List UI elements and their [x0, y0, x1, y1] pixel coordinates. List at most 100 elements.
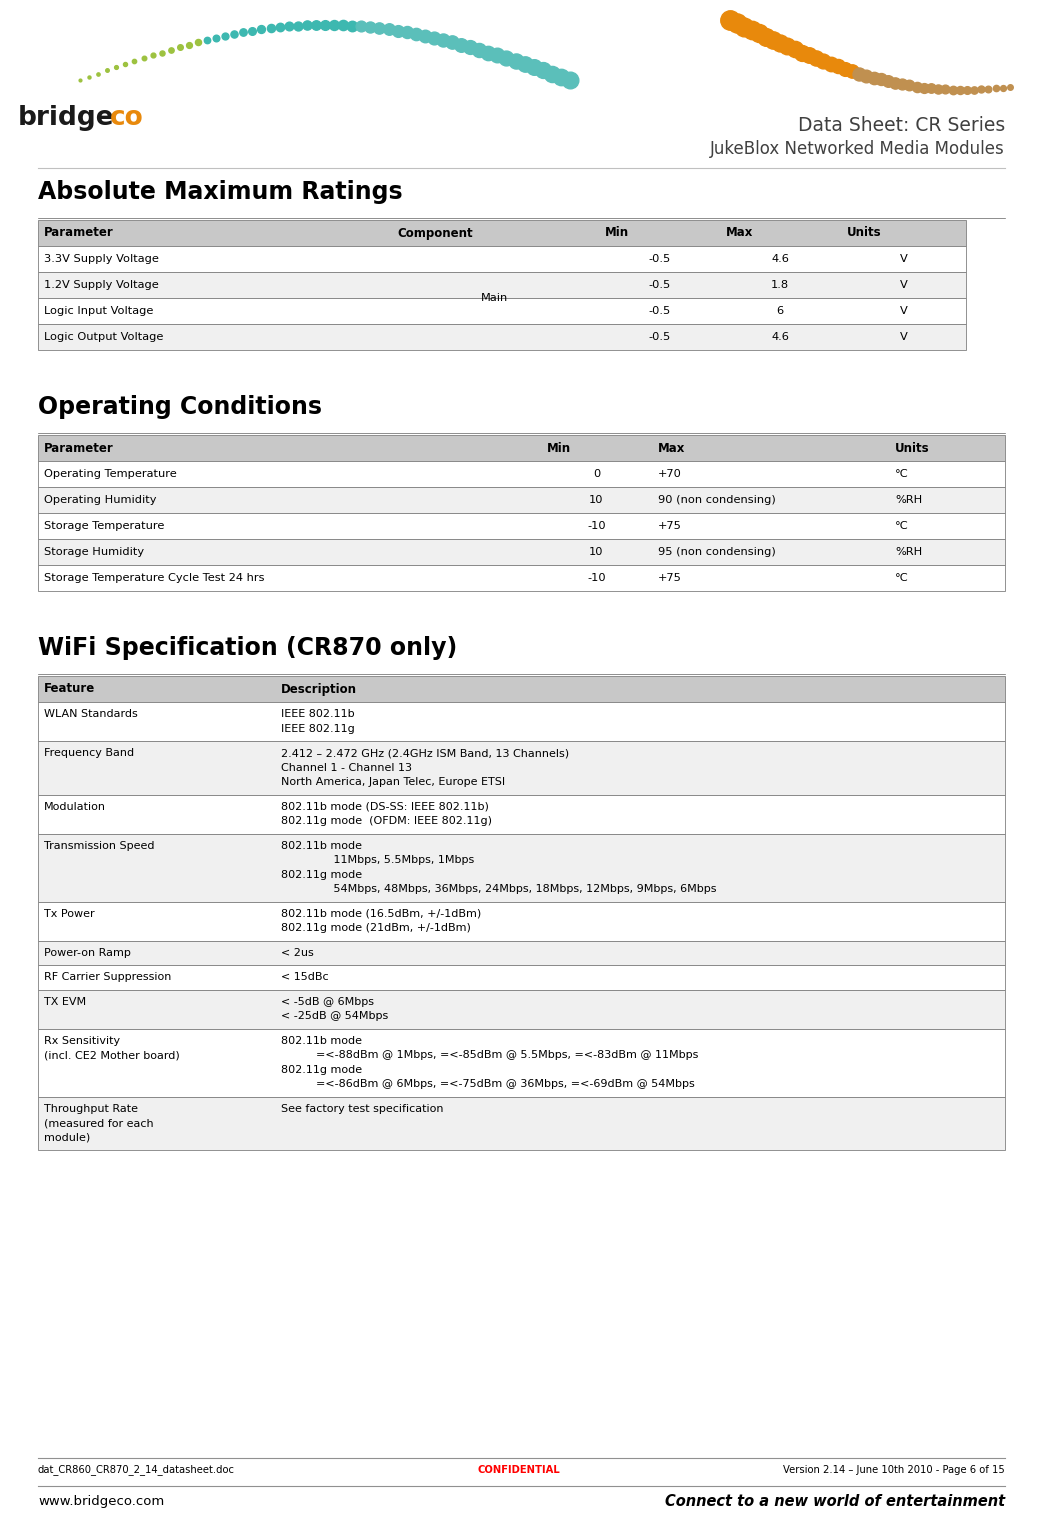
Bar [38, 794, 1005, 834]
Text: -0.5: -0.5 [648, 280, 671, 290]
Text: WLAN Standards: WLAN Standards [44, 710, 138, 719]
Text: Operating Temperature: Operating Temperature [44, 469, 176, 480]
Text: Storage Temperature Cycle Test 24 hrs: Storage Temperature Cycle Test 24 hrs [44, 573, 265, 583]
Text: V: V [900, 331, 907, 342]
Text: V: V [900, 306, 907, 316]
Text: °C: °C [895, 520, 908, 531]
Text: Parameter: Parameter [44, 442, 114, 454]
Bar [38, 990, 1005, 1029]
Text: Throughput Rate: Throughput Rate [44, 1104, 138, 1114]
Bar [38, 1029, 1005, 1097]
Text: 6: 6 [776, 306, 784, 316]
Text: Parameter: Parameter [44, 227, 114, 239]
Text: -0.5: -0.5 [648, 331, 671, 342]
Text: 90 (non condensing): 90 (non condensing) [658, 495, 775, 505]
Text: co: co [110, 104, 143, 132]
Text: module): module) [44, 1133, 90, 1142]
Text: -10: -10 [588, 520, 606, 531]
Bar [38, 902, 1005, 941]
Text: See factory test specification: See factory test specification [281, 1104, 443, 1114]
Text: Data Sheet: CR Series: Data Sheet: CR Series [798, 117, 1005, 135]
Text: CONFIDENTIAL: CONFIDENTIAL [477, 1465, 561, 1475]
Text: %RH: %RH [895, 495, 922, 505]
Bar [38, 219, 966, 247]
Bar [38, 702, 1005, 741]
Text: 11Mbps, 5.5Mbps, 1Mbps: 11Mbps, 5.5Mbps, 1Mbps [281, 855, 474, 865]
Bar [38, 539, 1005, 564]
Text: < 15dBc: < 15dBc [281, 973, 329, 982]
Text: Connect to a new world of entertainment: Connect to a new world of entertainment [665, 1495, 1005, 1510]
Text: 54Mbps, 48Mbps, 36Mbps, 24Mbps, 18Mbps, 12Mbps, 9Mbps, 6Mbps: 54Mbps, 48Mbps, 36Mbps, 24Mbps, 18Mbps, … [281, 884, 716, 894]
Text: IEEE 802.11g: IEEE 802.11g [281, 723, 355, 734]
Bar [38, 436, 1005, 461]
Bar [38, 298, 966, 324]
Text: Modulation: Modulation [44, 802, 106, 812]
Text: Units: Units [847, 227, 881, 239]
Text: Operating Conditions: Operating Conditions [38, 395, 322, 419]
Text: Absolute Maximum Ratings: Absolute Maximum Ratings [38, 180, 403, 204]
Text: < 2us: < 2us [281, 947, 313, 958]
Text: 1.2V Supply Voltage: 1.2V Supply Voltage [44, 280, 159, 290]
Text: 802.11g mode  (OFDM: IEEE 802.11g): 802.11g mode (OFDM: IEEE 802.11g) [281, 816, 492, 826]
Bar [38, 1097, 1005, 1150]
Text: 802.11b mode: 802.11b mode [281, 841, 362, 850]
Text: < -25dB @ 54Mbps: < -25dB @ 54Mbps [281, 1011, 388, 1021]
Text: +70: +70 [658, 469, 682, 480]
Text: Feature: Feature [44, 682, 95, 696]
Bar [38, 741, 1005, 794]
Bar [38, 676, 1005, 702]
Text: -10: -10 [588, 573, 606, 583]
Text: WiFi Specification (CR870 only): WiFi Specification (CR870 only) [38, 635, 458, 660]
Text: 802.11g mode: 802.11g mode [281, 1065, 362, 1074]
Text: V: V [900, 254, 907, 263]
Text: +75: +75 [658, 573, 682, 583]
Bar [38, 941, 1005, 965]
Text: Component: Component [397, 227, 472, 239]
Text: V: V [900, 280, 907, 290]
Bar [38, 461, 1005, 487]
Text: °C: °C [895, 469, 908, 480]
Text: 2.412 – 2.472 GHz (2.4GHz ISM Band, 13 Channels): 2.412 – 2.472 GHz (2.4GHz ISM Band, 13 C… [281, 749, 569, 758]
Text: 4.6: 4.6 [771, 331, 789, 342]
Text: °C: °C [895, 573, 908, 583]
Text: RF Carrier Suppression: RF Carrier Suppression [44, 973, 171, 982]
Text: 3.3V Supply Voltage: 3.3V Supply Voltage [44, 254, 159, 263]
Text: dat_CR860_CR870_2_14_datasheet.doc: dat_CR860_CR870_2_14_datasheet.doc [38, 1465, 235, 1475]
Text: Version 2.14 – June 10th 2010 - Page 6 of 15: Version 2.14 – June 10th 2010 - Page 6 o… [784, 1465, 1005, 1475]
Text: Logic Input Voltage: Logic Input Voltage [44, 306, 154, 316]
Text: < -5dB @ 6Mbps: < -5dB @ 6Mbps [281, 997, 374, 1006]
Text: +75: +75 [658, 520, 682, 531]
Text: 802.11g mode (21dBm, +/-1dBm): 802.11g mode (21dBm, +/-1dBm) [281, 923, 471, 934]
Bar [38, 834, 1005, 902]
Text: Logic Output Voltage: Logic Output Voltage [44, 331, 163, 342]
Text: IEEE 802.11b: IEEE 802.11b [281, 710, 355, 719]
Text: Tx Power: Tx Power [44, 909, 94, 918]
Text: North America, Japan Telec, Europe ETSI: North America, Japan Telec, Europe ETSI [281, 778, 506, 787]
Text: Power-on Ramp: Power-on Ramp [44, 947, 131, 958]
Text: www.bridgeco.com: www.bridgeco.com [38, 1495, 164, 1508]
Text: =<-88dBm @ 1Mbps, =<-85dBm @ 5.5Mbps, =<-83dBm @ 11Mbps: =<-88dBm @ 1Mbps, =<-85dBm @ 5.5Mbps, =<… [281, 1050, 699, 1061]
Text: Transmission Speed: Transmission Speed [44, 841, 155, 850]
Text: Frequency Band: Frequency Band [44, 749, 134, 758]
Text: 4.6: 4.6 [771, 254, 789, 263]
Text: 802.11g mode: 802.11g mode [281, 870, 362, 879]
Text: 10: 10 [590, 495, 604, 505]
Text: %RH: %RH [895, 548, 922, 557]
Text: Max: Max [658, 442, 685, 454]
Bar [38, 487, 1005, 513]
Text: Rx Sensitivity: Rx Sensitivity [44, 1036, 120, 1045]
Text: -0.5: -0.5 [648, 254, 671, 263]
Text: 802.11b mode (DS-SS: IEEE 802.11b): 802.11b mode (DS-SS: IEEE 802.11b) [281, 802, 489, 812]
Text: 802.11b mode (16.5dBm, +/-1dBm): 802.11b mode (16.5dBm, +/-1dBm) [281, 909, 482, 918]
Bar [38, 247, 966, 272]
Text: Min: Min [547, 442, 571, 454]
Text: Storage Temperature: Storage Temperature [44, 520, 164, 531]
Bar [38, 324, 966, 350]
Bar [38, 272, 966, 298]
Text: (measured for each: (measured for each [44, 1118, 154, 1129]
Text: 95 (non condensing): 95 (non condensing) [658, 548, 775, 557]
Text: Operating Humidity: Operating Humidity [44, 495, 157, 505]
Bar [38, 513, 1005, 539]
Text: Main: Main [482, 294, 509, 303]
Text: =<-86dBm @ 6Mbps, =<-75dBm @ 36Mbps, =<-69dBm @ 54Mbps: =<-86dBm @ 6Mbps, =<-75dBm @ 36Mbps, =<-… [281, 1079, 694, 1089]
